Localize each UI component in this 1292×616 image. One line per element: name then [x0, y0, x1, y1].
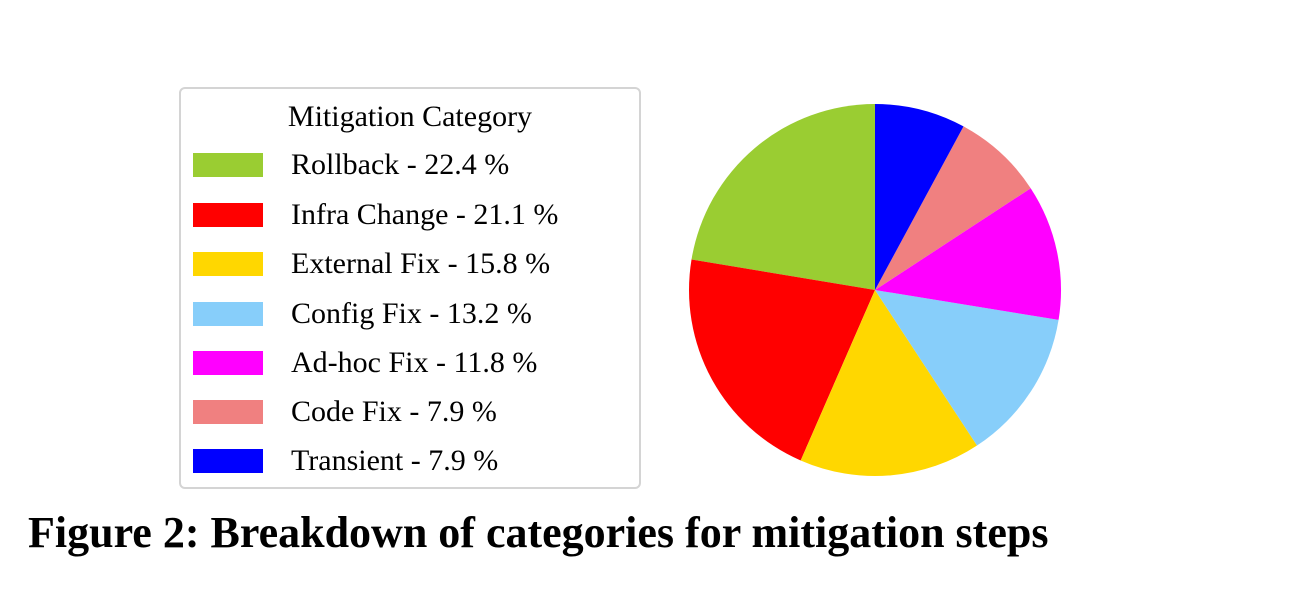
- figure-caption: Figure 2: Breakdown of categories for mi…: [28, 508, 1049, 557]
- legend-swatch: [193, 449, 263, 473]
- pie-chart: [689, 104, 1062, 477]
- legend-swatch: [193, 400, 263, 424]
- legend-label: Transient - 7.9 %: [291, 444, 499, 477]
- legend-item-transient: Transient - 7.9 %: [193, 443, 498, 479]
- legend-label: Ad-hoc Fix - 11.8 %: [291, 346, 538, 379]
- pie-slice-external-fix: [800, 290, 978, 477]
- legend-swatch: [193, 153, 263, 177]
- legend-label: Infra Change - 21.1 %: [291, 198, 559, 231]
- legend-swatch: [193, 351, 263, 375]
- legend-item-external-fix: External Fix - 15.8 %: [193, 246, 550, 282]
- pie-slice-transient: [875, 104, 964, 290]
- legend: Mitigation Category Rollback - 22.4 % In…: [179, 87, 641, 489]
- legend-swatch: [193, 252, 263, 276]
- legend-label: Code Fix - 7.9 %: [291, 395, 497, 428]
- legend-label: Config Fix - 13.2 %: [291, 297, 532, 330]
- legend-item-config-fix: Config Fix - 13.2 %: [193, 296, 532, 332]
- legend-label: External Fix - 15.8 %: [291, 247, 551, 280]
- pie-slice-config-fix: [875, 290, 1059, 446]
- legend-item-ad-hoc-fix: Ad-hoc Fix - 11.8 %: [193, 345, 537, 381]
- legend-item-infra-change: Infra Change - 21.1 %: [193, 197, 558, 233]
- legend-item-code-fix: Code Fix - 7.9 %: [193, 394, 497, 430]
- legend-swatch: [193, 302, 263, 326]
- pie-slice-ad-hoc-fix: [875, 188, 1062, 320]
- legend-label: Rollback - 22.4 %: [291, 148, 510, 181]
- legend-swatch: [193, 203, 263, 227]
- legend-item-rollback: Rollback - 22.4 %: [193, 147, 509, 183]
- pie-slice-infra-change: [689, 259, 875, 461]
- pie-slice-rollback: [691, 104, 875, 290]
- legend-title: Mitigation Category: [287, 100, 533, 133]
- pie-slice-code-fix: [875, 126, 1031, 291]
